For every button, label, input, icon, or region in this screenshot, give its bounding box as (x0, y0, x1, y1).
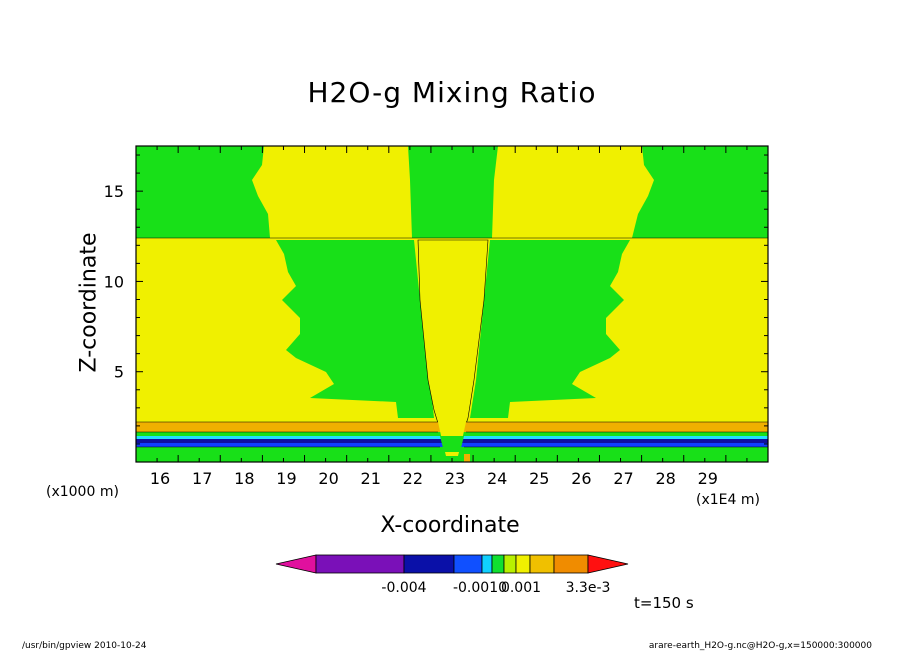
x-unit-left: (x1000 m) (46, 484, 119, 500)
contour-lines (136, 237, 768, 448)
x-tick-label: 21 (361, 469, 381, 488)
plot-area (135, 145, 769, 463)
colorbar-label: -0.0010 (453, 580, 507, 596)
colorbar-extend-low (275, 554, 317, 574)
contour-green-left-lobe (276, 240, 434, 418)
x-tick-label: 29 (698, 469, 718, 488)
x-tick-label: 20 (318, 469, 338, 488)
colorbar-extend-high (587, 554, 629, 574)
y-ticks: 5 10 15 (104, 154, 768, 463)
x-tick-label: 28 (655, 469, 675, 488)
x-tick-label: 16 (150, 469, 170, 488)
colorbar-box (481, 554, 493, 574)
colorbar-label: -0.004 (381, 580, 426, 596)
x-ticks: 16 17 18 19 20 21 22 23 24 25 26 27 28 29 (135, 146, 769, 488)
x-tick-label: 25 (529, 469, 549, 488)
colorbar-label: 0.001 (501, 580, 541, 596)
x-tick-label: 18 (234, 469, 254, 488)
contour-green-right-lobe (470, 240, 630, 418)
x-tick-label: 22 (403, 469, 423, 488)
contour-green-top-left (136, 146, 270, 238)
colorbar-box (453, 554, 483, 574)
colorbar-box (503, 554, 517, 574)
footer-left: /usr/bin/gpview 2010-10-24 (22, 641, 147, 651)
x-tick-label: 27 (613, 469, 633, 488)
x-tick-label: 23 (445, 469, 465, 488)
colorbar-box (529, 554, 555, 574)
chart-title: H2O-g Mixing Ratio (307, 76, 597, 109)
x-axis-label: X-coordinate (380, 513, 520, 538)
y-tick-label: 10 (104, 272, 124, 291)
x-tick-label: 19 (276, 469, 296, 488)
x-tick-label: 24 (487, 469, 507, 488)
colorbar-box (403, 554, 455, 574)
y-tick-label: 5 (114, 363, 124, 382)
x-tick-label: 17 (192, 469, 212, 488)
colorbar-box (515, 554, 531, 574)
time-label: t=150 s (634, 594, 694, 612)
x-unit-right: (x1E4 m) (696, 492, 760, 508)
colorbar-box (315, 554, 405, 574)
colorbar-box (553, 554, 589, 574)
colorbar-box (491, 554, 505, 574)
colorbar-label: 3.3e-3 (566, 580, 611, 596)
footer-right: arare-earth_H2O-g.nc@H2O-g,x=150000:3000… (648, 641, 872, 651)
x-tick-label: 26 (571, 469, 591, 488)
contour-green-top-right (632, 146, 768, 238)
y-tick-label: 15 (104, 182, 124, 201)
contour-center-gap-green (440, 436, 464, 452)
contour-green-center-top (408, 146, 498, 238)
contour-center-orange (464, 454, 470, 462)
